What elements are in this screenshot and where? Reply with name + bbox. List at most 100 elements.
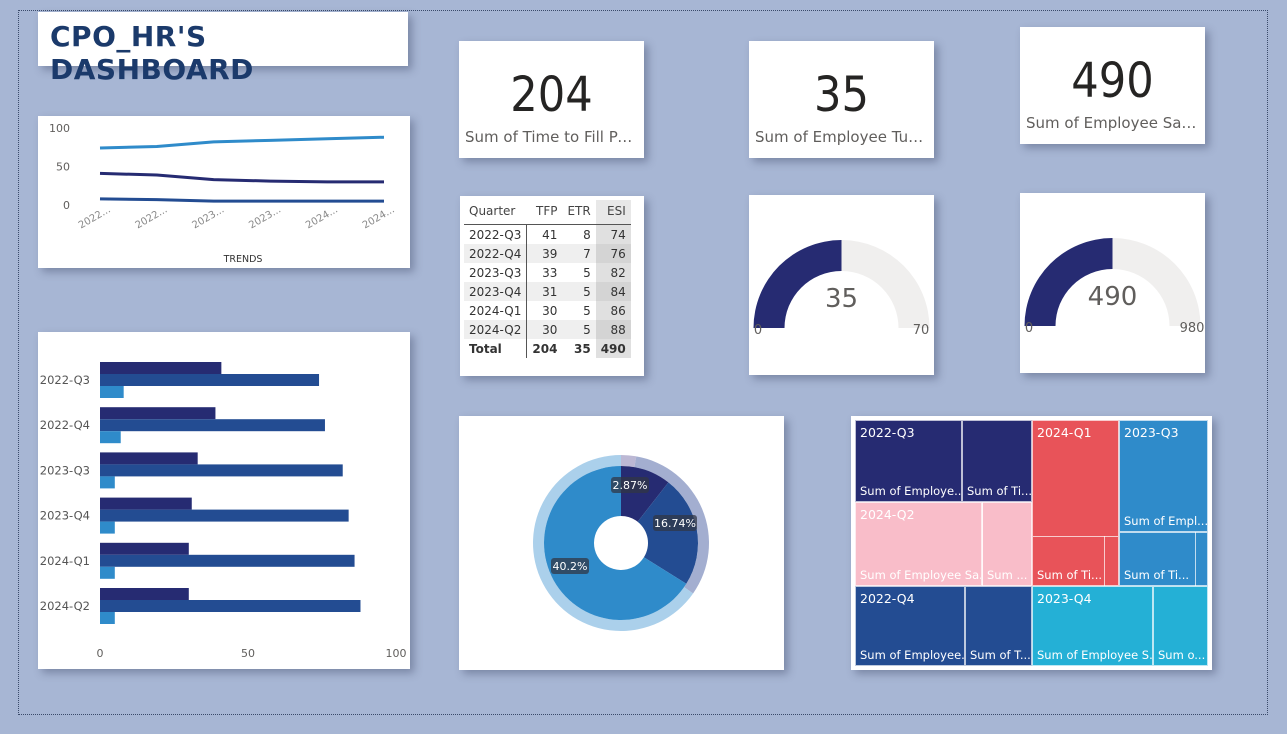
gauge-fill <box>753 240 842 328</box>
table-row: 2023-Q3 33 5 82 <box>464 263 631 282</box>
treemap-cell-label: Sum of Ti... <box>1124 568 1190 582</box>
treemap-cell[interactable]: 2023-Q3 Sum of Empl... <box>1119 420 1208 532</box>
bar <box>100 566 115 579</box>
kpi-card-time-to-fill[interactable]: 204 Sum of Time to Fill Posi... <box>459 41 644 158</box>
matrix-table: Quarter TFP ETR ESI 2022-Q3 41 8 74 2022… <box>464 200 631 358</box>
treemap-divider <box>982 502 983 586</box>
table-cell: 204 <box>532 341 558 356</box>
bar <box>100 509 349 522</box>
x-tick-label: 0 <box>97 647 104 660</box>
table-cell: 33 <box>542 265 558 280</box>
treemap-cell[interactable]: 2023-Q4 Sum of Employee S... <box>1032 586 1153 666</box>
treemap-cell[interactable]: 2024-Q2 Sum of Employee Sa... <box>855 502 982 586</box>
table-cell: 82 <box>595 263 631 282</box>
y-tick-label: 0 <box>63 199 70 212</box>
table-cell: 2022-Q4 <box>464 244 528 263</box>
table-cell: 88 <box>595 320 631 339</box>
series-line <box>99 197 384 203</box>
bar <box>100 464 343 477</box>
table-cell: 7 <box>562 244 596 263</box>
treemap-cell[interactable]: Sum of Ti... <box>962 420 1032 502</box>
table-cell: 35 <box>574 341 591 356</box>
treemap-cell-header: 2022-Q3 <box>860 425 915 440</box>
table-row: 2023-Q4 31 5 84 <box>464 282 631 301</box>
donut-chart: 2.87% 16.74% 40.2% <box>533 455 709 631</box>
treemap-cell-label: Sum of Employee Sa... <box>860 568 982 582</box>
bar <box>100 521 115 534</box>
kpi-card-employee-turnover[interactable]: 35 Sum of Employee Turn... <box>749 41 934 158</box>
gauge-card-satisfaction[interactable]: 490 0 980 <box>1020 193 1205 373</box>
treemap-cell[interactable]: 2022-Q4 Sum of Employee... <box>855 586 965 666</box>
treemap-card[interactable]: 2022-Q3 Sum of Employe... Sum of Ti... 2024… <box>851 416 1212 670</box>
treemap-cell[interactable]: Sum of Ti... <box>1032 536 1119 586</box>
kpi-value: 35 <box>814 67 869 123</box>
gauge-card-turnover[interactable]: 35 0 70 <box>749 195 934 375</box>
table-cell: 84 <box>595 282 631 301</box>
treemap-cell[interactable]: Sum o... <box>1153 586 1208 666</box>
bar <box>100 612 115 624</box>
treemap-divider <box>1104 536 1105 586</box>
table-cell: 2022-Q3 <box>464 224 528 244</box>
table-cell: 39 <box>526 244 563 263</box>
x-axis-title: TRENDS <box>223 254 263 265</box>
matrix-header-esi[interactable]: ESI <box>595 200 631 225</box>
kpi-card-employee-satisfaction[interactable]: 490 Sum of Employee Satisf... <box>1020 27 1205 144</box>
y-category-label: 2022-Q3 <box>40 373 90 387</box>
x-tick-label: 2022... <box>77 204 113 231</box>
treemap-cell-label: Sum of Ti... <box>1037 568 1103 582</box>
table-cell: 74 <box>595 224 631 244</box>
bar <box>100 600 361 612</box>
treemap-cell-header: 2023-Q3 <box>1124 425 1179 440</box>
matrix-card[interactable]: Quarter TFP ETR ESI 2022-Q3 41 8 74 2022… <box>460 196 644 376</box>
treemap-cell[interactable]: Sum ... <box>982 502 1032 586</box>
x-tick-label: 2024... <box>361 204 397 231</box>
table-cell: 5 <box>583 303 591 318</box>
bar <box>100 374 320 386</box>
treemap-cell-label: Sum of Employee S... <box>1037 648 1153 662</box>
y-category-label: 2024-Q2 <box>40 599 90 613</box>
table-cell: 2024-Q2 <box>464 320 528 339</box>
data-label: 40.2% <box>553 560 588 573</box>
dashboard-frame <box>18 10 1268 715</box>
data-label-box <box>611 477 649 493</box>
bar <box>100 431 121 444</box>
table-total-row: Total 204 35 490 <box>464 339 631 358</box>
bar <box>100 497 192 510</box>
kpi-label: Sum of Employee Turn... <box>755 128 928 146</box>
bar <box>100 419 325 432</box>
gauge-min-label: 0 <box>1025 321 1033 336</box>
table-cell: 490 <box>595 339 631 358</box>
matrix-header-etr[interactable]: ETR <box>562 200 596 225</box>
x-tick-label: 2023... <box>190 204 226 231</box>
data-label: 2.87% <box>613 479 648 492</box>
gauge-track <box>841 240 930 328</box>
table-cell: 2024-Q1 <box>464 301 528 320</box>
table-row: 2024-Q1 30 5 86 <box>464 301 631 320</box>
matrix-header-tfp[interactable]: TFP <box>526 200 563 225</box>
table-cell: 41 <box>542 227 558 242</box>
gauge-max-label: 70 <box>913 323 930 338</box>
series-line <box>99 135 385 150</box>
treemap-cell[interactable]: Sum of T... <box>965 586 1032 666</box>
bar-chart-card[interactable]: 2022-Q3 2022-Q4 2023-Q3 2023-Q4 2024-Q1 2024-… <box>38 332 410 669</box>
series-line <box>99 171 384 184</box>
title-card: CPO_HR'S DASHBOARD <box>38 12 408 86</box>
treemap-cell[interactable]: 2022-Q3 Sum of Employe... <box>855 420 962 502</box>
trend-line-chart-card[interactable]: 100 50 0 2022... 2022... 2023... 2023... 2024..… <box>38 116 410 268</box>
treemap-cell-header: 2022-Q4 <box>860 591 915 606</box>
table-cell: 5 <box>562 282 596 301</box>
bar <box>100 362 222 374</box>
treemap-cell-label: Sum ... <box>987 568 1028 582</box>
bar <box>100 542 189 555</box>
y-category-label: 2023-Q4 <box>40 509 90 523</box>
bar <box>100 452 198 465</box>
x-tick-label: 100 <box>386 647 407 660</box>
donut-chart-card[interactable]: 2.87% 16.74% 40.2% <box>459 416 784 670</box>
table-cell: 30 <box>542 303 558 318</box>
y-tick-label: 50 <box>56 161 70 174</box>
treemap-cell[interactable]: Sum of Ti... <box>1119 532 1208 586</box>
matrix-header-quarter[interactable]: Quarter <box>464 200 527 225</box>
y-category-label: 2022-Q4 <box>40 418 90 432</box>
gauge-fill <box>1024 238 1113 326</box>
